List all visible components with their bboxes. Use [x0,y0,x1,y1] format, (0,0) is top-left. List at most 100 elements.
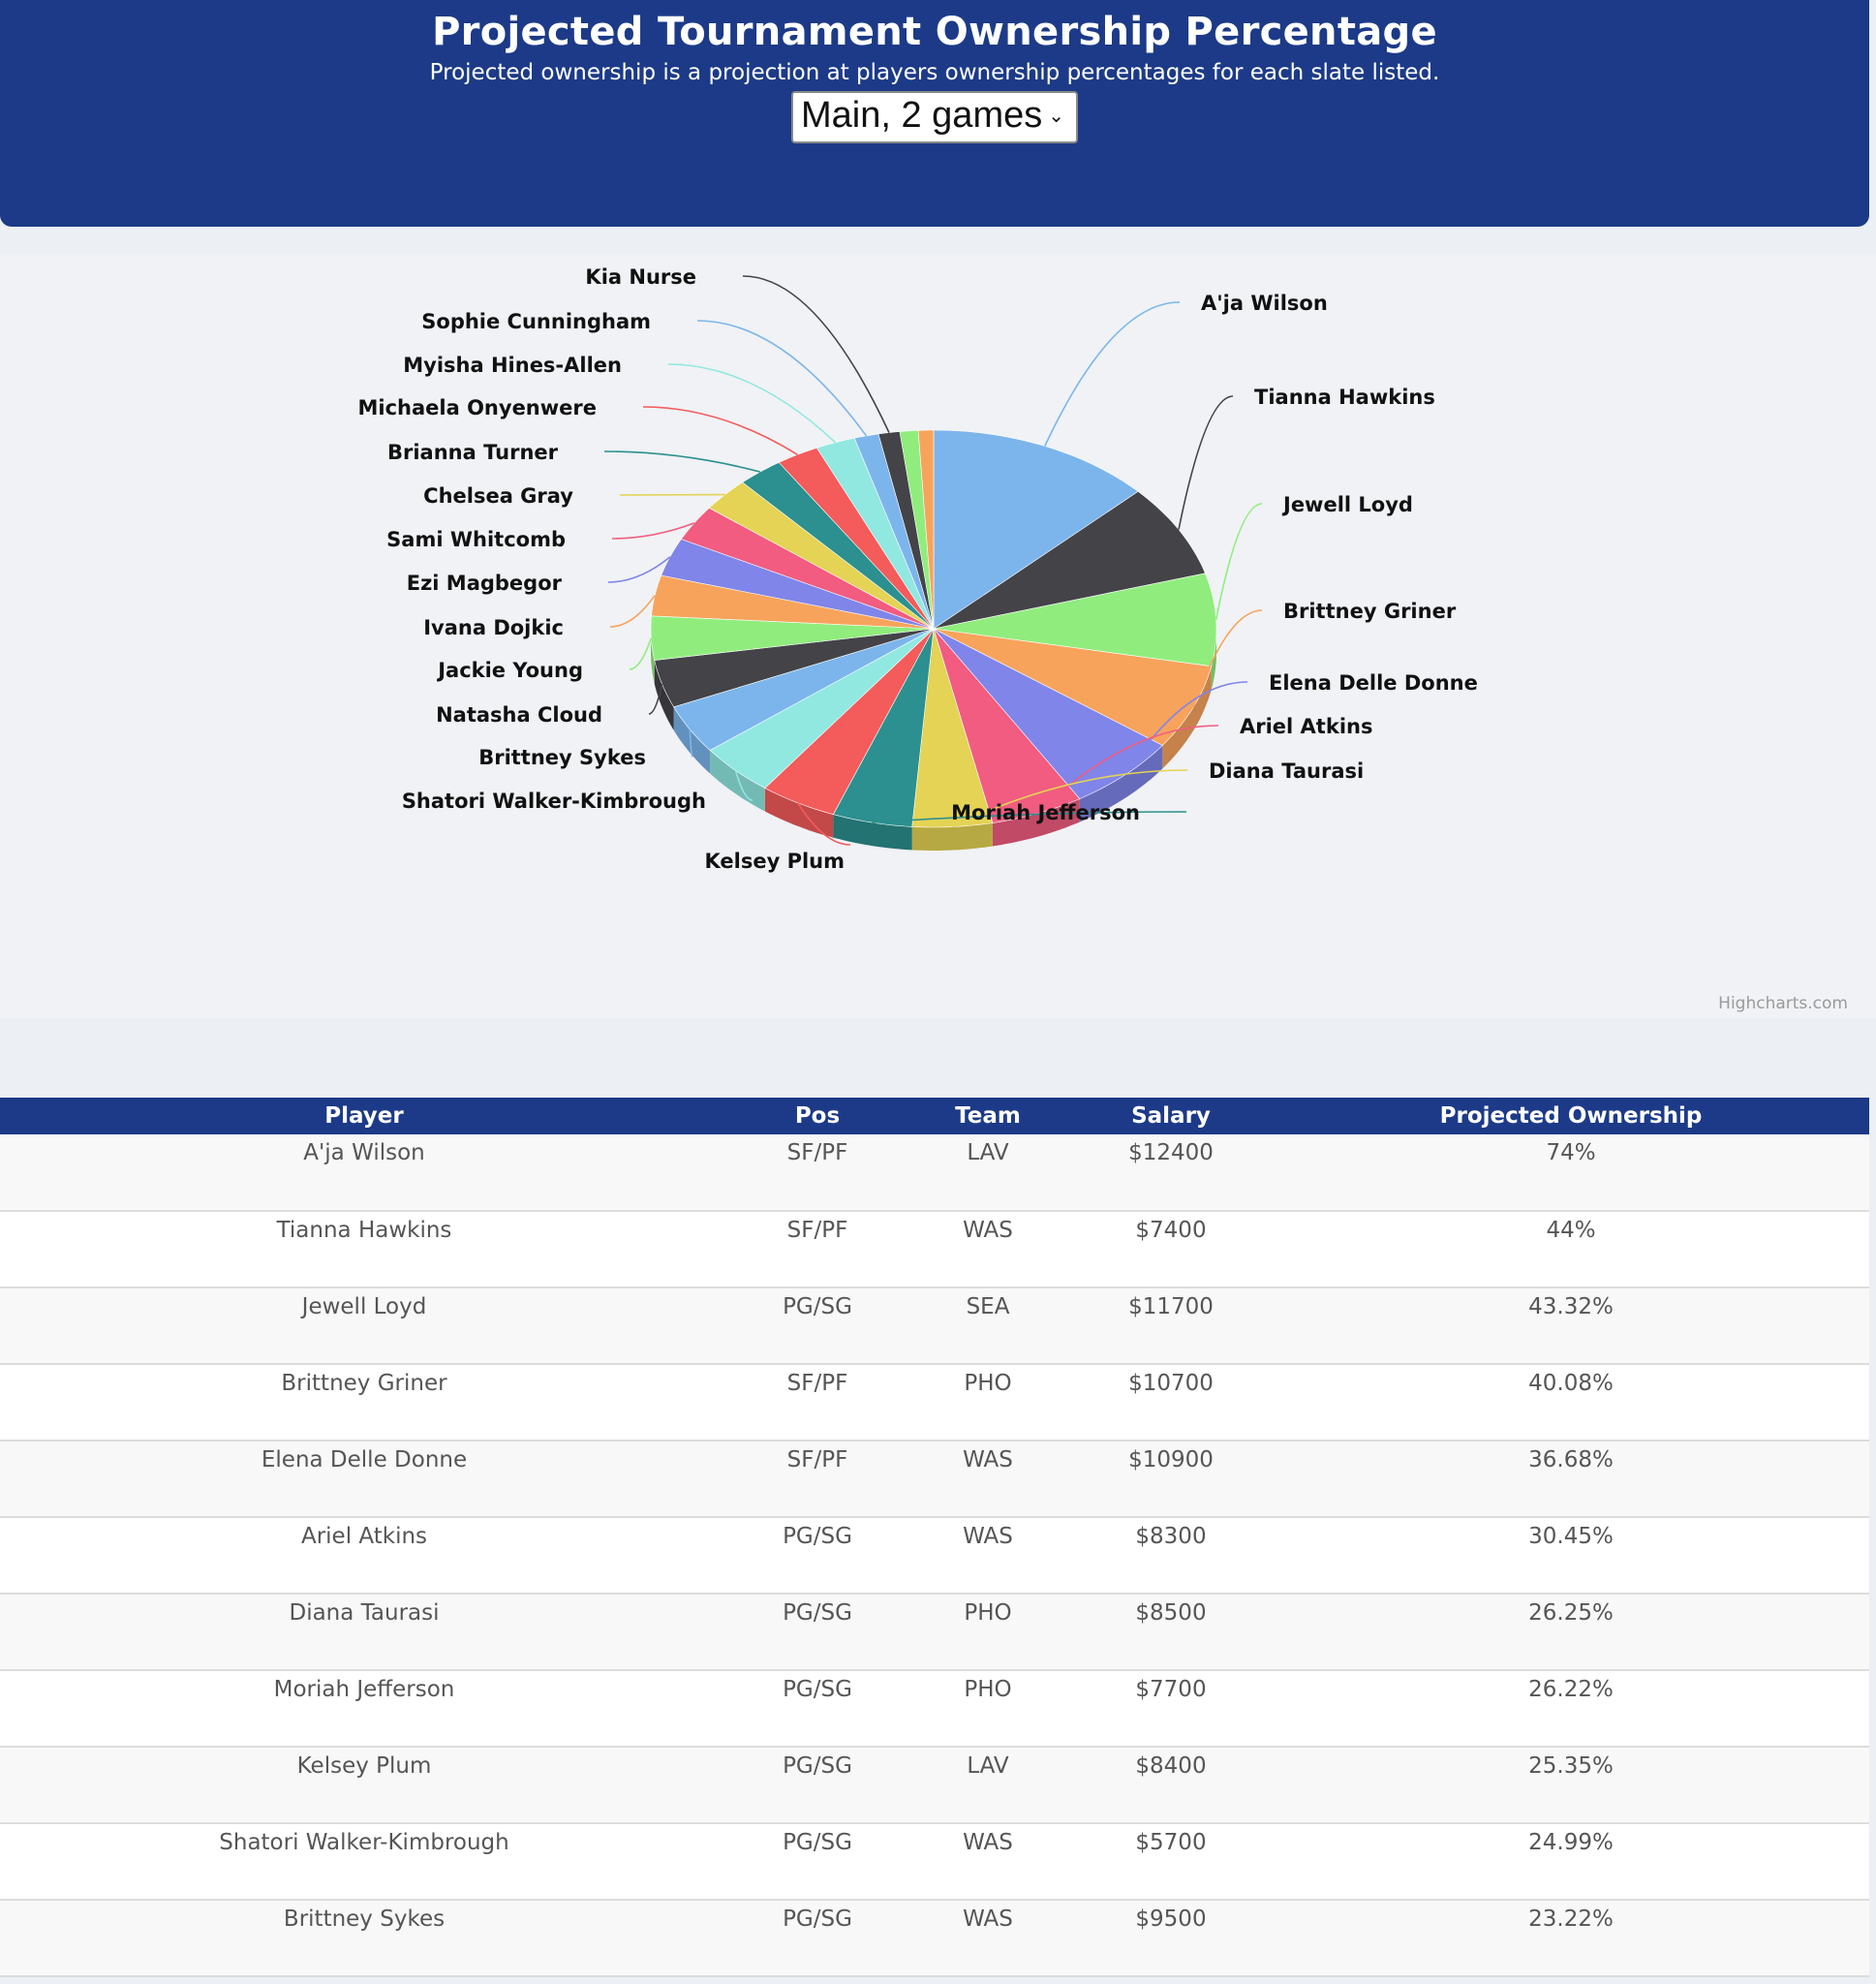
page-header: Projected Tournament Ownership Percentag… [0,0,1869,227]
cell-team: PHO [907,1594,1069,1671]
pie-label: Shatori Walker-Kimbrough [402,790,706,813]
cell-pos: PG/SG [728,1823,907,1901]
slate-select-value: Main, 2 games [801,95,1043,136]
pie-slice[interactable] [673,628,935,751]
pie-label: Diana Taurasi [1209,760,1364,783]
table-row: Ariel Atkins PG/SG WAS $8300 30.45% [0,1517,1869,1595]
cell-ownership: 74% [1273,1134,1869,1212]
label-connector [1044,301,1181,447]
pie-label: Brittney Sykes [478,746,646,769]
pie-label: Sophie Cunningham [421,310,651,333]
pie-slice-side[interactable] [1079,745,1163,822]
cell-pos: SF/PF [728,1364,907,1442]
col-header-player[interactable]: Player [0,1098,728,1134]
pie-slice-side[interactable] [654,660,674,730]
label-connector [611,522,695,540]
cell-pos: SF/PF [728,1134,907,1212]
pie-slice[interactable] [933,429,1139,630]
pie-slice-side[interactable] [911,822,993,852]
cell-salary: $8400 [1069,1747,1273,1824]
cell-salary: $8500 [1069,1594,1273,1671]
label-connector [734,770,753,801]
pie-label: Natasha Cloud [436,703,602,727]
cell-pos: PG/SG [728,1517,907,1595]
cell-ownership: 23.22% [1273,1900,1869,1977]
table-row: Kelsey Plum PG/SG LAV $8400 25.35% [0,1747,1869,1824]
pie-slice-side[interactable] [764,788,834,838]
pie-slice[interactable] [654,628,935,708]
chevron-down-icon: ⌄ [1048,106,1064,128]
cell-player: Tianna Hawkins [0,1211,728,1288]
col-header-salary[interactable]: Salary [1069,1098,1273,1134]
cell-ownership: 26.25% [1273,1594,1869,1671]
pie-slice-side[interactable] [992,798,1080,847]
cell-ownership: 24.99% [1273,1823,1869,1901]
label-connector [1036,725,1219,815]
cell-player: Moriah Jefferson [0,1670,728,1748]
cell-salary: $10900 [1069,1441,1273,1518]
table-row: Diana Taurasi PG/SG PHO $8500 26.25% [0,1594,1869,1671]
cell-player: Kelsey Plum [0,1747,728,1824]
cell-team: WAS [907,1517,1069,1595]
cell-player: A'ja Wilson [0,1134,728,1212]
label-connector [609,595,656,628]
label-connector [1123,681,1248,776]
cell-player: Diana Taurasi [0,1594,728,1671]
pie-slice[interactable] [933,573,1217,667]
pie-slice-side[interactable] [673,706,711,774]
cell-ownership: 26.22% [1273,1670,1869,1748]
cell-ownership: 36.68% [1273,1441,1869,1518]
col-header-pos[interactable]: Pos [728,1098,907,1134]
cell-pos: PG/SG [728,1900,907,1977]
pie-chart-svg: A'ja Wilson Tianna Hawkins Jewell Loyd Brit… [0,235,1478,873]
slate-select[interactable]: Main, 2 games ⌄ [791,91,1078,143]
table-header-row: Player Pos Team Salary Projected Ownersh… [0,1098,1869,1134]
page-subtitle: Projected ownership is a projection at p… [429,60,1440,85]
cell-team: LAV [907,1134,1069,1212]
label-connector [607,556,671,583]
pie-label: Elena Delle Donne [1269,671,1478,695]
pie-slice-side[interactable] [651,629,655,684]
label-connector [667,363,837,444]
pie-label: Chelsea Gray [423,484,573,508]
label-connector [1178,395,1234,530]
pie-label: Ivana Dojkic [423,616,564,639]
pie-label: Myisha Hines-Allen [403,354,622,377]
cell-team: WAS [907,1823,1069,1901]
label-connector [629,637,653,670]
pie-slice[interactable] [650,615,935,661]
col-header-team[interactable]: Team [907,1098,1069,1134]
cell-team: PHO [907,1670,1069,1748]
pie-slice-side[interactable] [833,814,912,851]
pie-label: Jewell Loyd [1281,493,1413,516]
pie-slice[interactable] [933,628,1163,799]
page-title: Projected Tournament Ownership Percentag… [432,10,1437,54]
label-connector [872,811,1187,823]
cell-team: LAV [907,1747,1069,1824]
pie-slice[interactable] [917,429,935,630]
cell-team: SEA [907,1287,1069,1365]
table-row: Shatori Walker-Kimbrough PG/SG WAS $5700 24.… [0,1823,1869,1901]
label-connector [696,320,868,437]
table-row: Brittney Sykes PG/SG WAS $9500 23.22% [0,1900,1869,1977]
cell-team: WAS [907,1900,1069,1977]
table-row: Jewell Loyd PG/SG SEA $11700 43.32% [0,1287,1869,1365]
cell-player: Elena Delle Donne [0,1441,728,1518]
pie-slice-side[interactable] [710,750,765,812]
pie-label: Brianna Turner [387,441,559,464]
cell-team: WAS [907,1441,1069,1518]
pie-label: Kelsey Plum [704,850,845,873]
label-connector [1215,503,1263,620]
col-header-ownership[interactable]: Projected Ownership [1273,1098,1869,1134]
label-connector [603,450,761,473]
cell-team: WAS [907,1211,1069,1288]
cell-salary: $7700 [1069,1670,1273,1748]
cell-ownership: 25.35% [1273,1747,1869,1824]
cell-pos: SF/PF [728,1441,907,1518]
ownership-table: Player Pos Team Salary Projected Ownersh… [0,1098,1869,1977]
table-row: Moriah Jefferson PG/SG PHO $7700 26.22% [0,1670,1869,1748]
cell-player: Brittney Griner [0,1364,728,1442]
cell-player: Ariel Atkins [0,1517,728,1595]
pie-label: Jackie Young [436,659,583,682]
chart-credits[interactable]: Highcharts.com [1718,994,1848,1013]
